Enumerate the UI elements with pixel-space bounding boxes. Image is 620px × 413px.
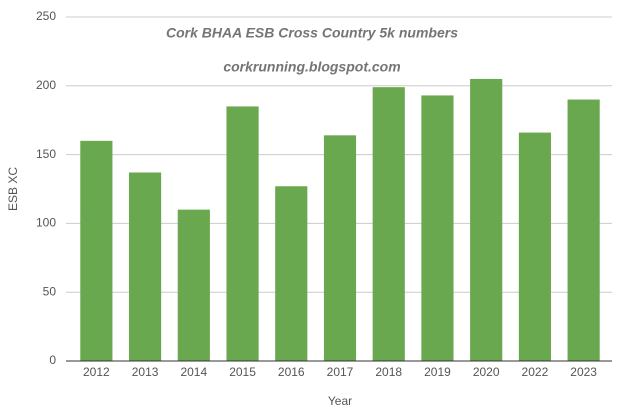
bar — [80, 140, 113, 361]
bar — [275, 186, 308, 361]
x-tick-label: 2015 — [229, 365, 256, 379]
x-tick-label: 2022 — [522, 365, 549, 379]
bar — [177, 209, 210, 361]
bar — [226, 106, 259, 361]
bar — [129, 172, 162, 361]
bar — [421, 95, 454, 361]
chart-subtitle: corkrunning.blogspot.com — [223, 59, 400, 75]
x-tick-label: 2013 — [132, 365, 159, 379]
bar — [470, 78, 503, 362]
bar — [567, 99, 600, 361]
x-tick-label: 2017 — [327, 365, 354, 379]
x-tick-label: 2016 — [278, 365, 305, 379]
x-tick-label: 2012 — [83, 365, 110, 379]
y-tick-label: 50 — [43, 284, 57, 298]
x-tick-label: 2018 — [375, 365, 402, 379]
x-tick-label: 2020 — [473, 365, 500, 379]
chart-title: Cork BHAA ESB Cross Country 5k numbers — [166, 25, 458, 41]
x-tick-label: 2023 — [570, 365, 597, 379]
bar — [323, 135, 357, 361]
bar — [518, 132, 551, 361]
x-tick-label: 2014 — [180, 365, 207, 379]
y-tick-label: 0 — [49, 353, 56, 367]
y-axis-label: ESB XC — [6, 167, 20, 211]
bar — [372, 87, 405, 362]
y-tick-label: 150 — [36, 147, 56, 161]
x-tick-label: 2019 — [424, 365, 451, 379]
y-tick-label: 250 — [36, 9, 56, 23]
y-tick-label: 200 — [36, 78, 56, 92]
y-tick-label: 100 — [36, 216, 56, 230]
x-axis-label: Year — [328, 394, 352, 408]
